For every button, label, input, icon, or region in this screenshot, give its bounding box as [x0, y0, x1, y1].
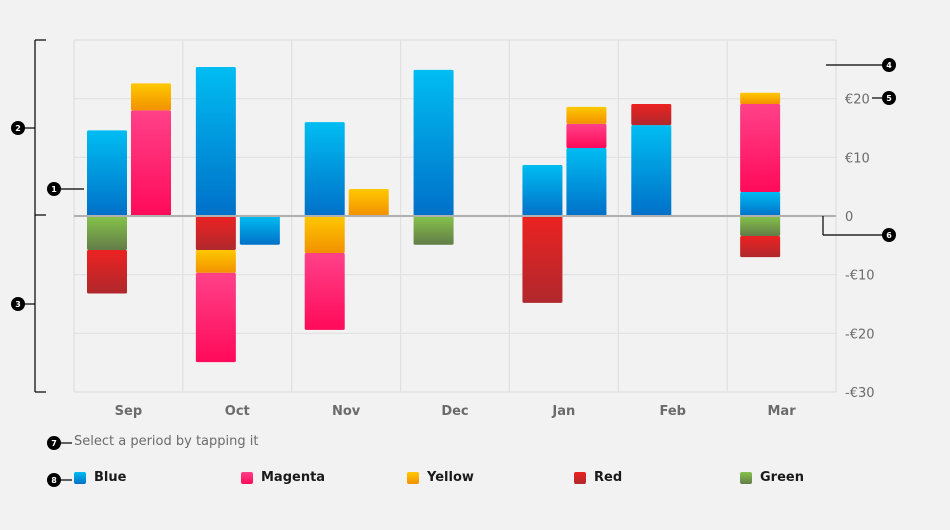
- legend-label: Magenta: [261, 470, 326, 485]
- bar-segment-yellow[interactable]: [195, 250, 236, 273]
- x-tick-label[interactable]: Dec: [441, 404, 468, 419]
- legend-swatch: [407, 471, 419, 484]
- y-tick-label: €20: [845, 93, 870, 108]
- bar-oct-0[interactable]: [195, 66, 236, 363]
- svg-text:2: 2: [15, 124, 21, 133]
- x-tick-label[interactable]: Feb: [659, 404, 685, 419]
- bar-segment-magenta[interactable]: [304, 252, 345, 330]
- legend-swatch: [74, 471, 86, 484]
- legend-swatch: [574, 471, 586, 484]
- svg-text:4: 4: [886, 61, 892, 70]
- svg-text:6: 6: [886, 231, 892, 240]
- bar-segment-yellow[interactable]: [348, 189, 389, 216]
- bar-segment-yellow[interactable]: [304, 216, 345, 253]
- x-tick-label[interactable]: Sep: [115, 404, 143, 419]
- bar-segment-red[interactable]: [631, 103, 672, 126]
- bar-segment-magenta[interactable]: [195, 272, 236, 363]
- annotation-marker-4: 4: [882, 58, 896, 72]
- hint-text: Select a period by tapping it: [74, 434, 259, 449]
- x-tick-label[interactable]: Nov: [332, 404, 361, 419]
- annotation-marker-2: 2: [11, 121, 25, 135]
- bar-oct-1[interactable]: [239, 216, 280, 245]
- bar-segment-blue[interactable]: [631, 125, 672, 216]
- bar-segment-magenta[interactable]: [740, 103, 781, 192]
- svg-text:3: 3: [15, 300, 21, 309]
- bar-sep-1[interactable]: [131, 83, 171, 216]
- bar-segment-green[interactable]: [740, 216, 781, 236]
- bar-nov-0[interactable]: [304, 122, 345, 330]
- bar-jan-1[interactable]: [566, 106, 607, 216]
- bar-segment-red[interactable]: [740, 235, 781, 258]
- bar-segment-blue[interactable]: [87, 130, 127, 216]
- bar-segment-magenta[interactable]: [566, 123, 607, 148]
- bar-segment-red[interactable]: [522, 216, 563, 303]
- bar-segment-red[interactable]: [87, 250, 127, 294]
- y-tick-label: 0: [845, 210, 853, 225]
- legend-label: Red: [594, 470, 623, 485]
- bar-segment-red[interactable]: [195, 216, 236, 251]
- svg-text:8: 8: [51, 476, 57, 485]
- legend-item-magenta[interactable]: Magenta: [241, 470, 325, 485]
- legend-swatch: [740, 471, 752, 484]
- svg-text:1: 1: [51, 185, 57, 194]
- svg-text:7: 7: [51, 439, 57, 448]
- annotation-marker-8: 8: [47, 473, 61, 487]
- x-tick-label[interactable]: Mar: [768, 404, 797, 419]
- legend-label: Blue: [94, 470, 127, 485]
- legend-label: Yellow: [427, 470, 474, 485]
- bar-sep-0[interactable]: [87, 130, 127, 294]
- annotation-marker-5: 5: [882, 91, 896, 105]
- annotation-marker-1: 1: [47, 182, 61, 196]
- y-tick-label: €10: [845, 151, 870, 166]
- annotations: 2 3 1 4 5 6 7 8: [11, 39, 896, 487]
- legend-item-yellow[interactable]: Yellow: [407, 470, 474, 485]
- svg-text:5: 5: [886, 94, 892, 103]
- bar-segment-magenta[interactable]: [131, 110, 171, 216]
- bar-jan-0[interactable]: [522, 164, 563, 303]
- y-tick-label: -€30: [845, 386, 875, 401]
- annotation-marker-6: 6: [882, 228, 896, 242]
- axes: €20 €10 0 -€10 -€20 -€30 Sep Oct Nov Dec Jan Feb Mar: [74, 93, 875, 419]
- bar-segment-blue[interactable]: [239, 216, 280, 245]
- bar-segment-yellow[interactable]: [740, 92, 781, 104]
- bar-segment-blue[interactable]: [522, 164, 563, 216]
- bar-segment-blue[interactable]: [195, 66, 236, 216]
- legend-item-blue[interactable]: Blue: [74, 470, 126, 485]
- bars: [87, 66, 781, 363]
- annotation-marker-7: 7: [47, 436, 61, 450]
- bar-segment-blue[interactable]: [304, 122, 345, 216]
- bar-segment-blue[interactable]: [740, 191, 781, 216]
- y-tick-label: -€10: [845, 269, 875, 284]
- y-tick-label: -€20: [845, 327, 875, 342]
- bar-mar-0[interactable]: [740, 92, 781, 258]
- legend-label: Green: [760, 470, 804, 485]
- bar-feb-0[interactable]: [631, 103, 672, 216]
- bar-segment-green[interactable]: [87, 216, 127, 251]
- legend-item-green[interactable]: Green: [740, 470, 804, 485]
- x-tick-label[interactable]: Jan: [551, 404, 575, 419]
- annotation-marker-3: 3: [11, 297, 25, 311]
- legend-swatch: [241, 471, 253, 484]
- bar-segment-green[interactable]: [413, 216, 454, 245]
- bar-segment-blue[interactable]: [566, 147, 607, 216]
- bar-segment-yellow[interactable]: [131, 83, 171, 111]
- bar-dec-0[interactable]: [413, 69, 454, 245]
- bar-segment-yellow[interactable]: [566, 106, 607, 124]
- legend-item-red[interactable]: Red: [574, 470, 622, 485]
- bar-segment-blue[interactable]: [413, 69, 454, 216]
- x-tick-label[interactable]: Oct: [225, 404, 250, 419]
- bar-nov-1[interactable]: [348, 189, 389, 216]
